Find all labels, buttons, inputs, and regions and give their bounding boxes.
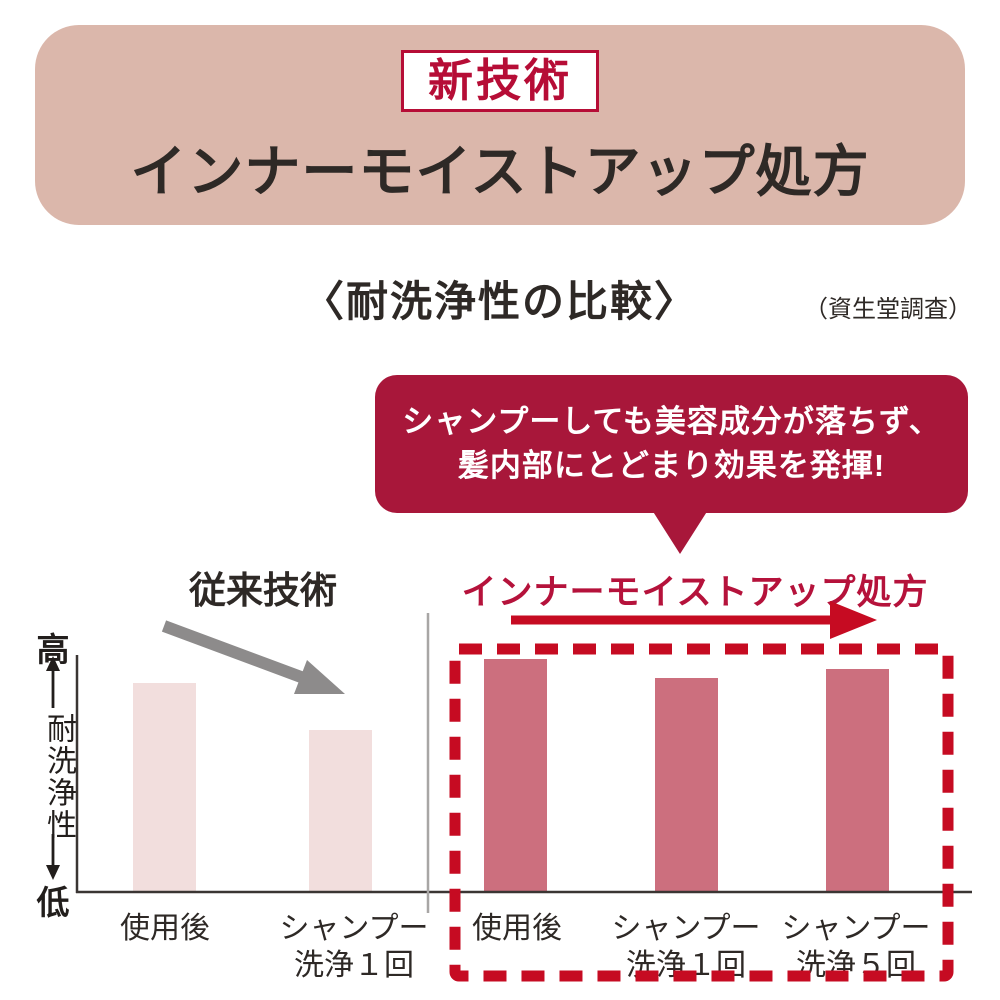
- bar-group1-item0: [483, 659, 547, 891]
- bar-category-label-line: 洗浄１回: [294, 949, 414, 982]
- bar-category-label-line: 洗浄５回: [796, 949, 916, 982]
- callout-line1: シャンプーしても美容成分が落ちず、: [402, 404, 941, 439]
- bar-category-label-line: 使用後: [120, 912, 210, 945]
- callout-line2: 髪内部にとどまり効果を発揮!: [457, 448, 886, 483]
- bar-category-label-line: シャンプー: [279, 912, 429, 945]
- callout-tail: [652, 510, 708, 554]
- banner: 新技術 インナーモイストアップ処方: [35, 25, 965, 225]
- bar-group0-item1: [308, 730, 372, 891]
- bar-group0-item0: [132, 683, 196, 891]
- bar-category-label: シャンプー洗浄５回: [756, 910, 956, 984]
- bar-group1-item1: [654, 678, 718, 891]
- bar-category-label-line: シャンプー: [781, 912, 931, 945]
- conventional-tech-label: 従来技術: [189, 570, 337, 611]
- section-heading: 〈耐洗浄性の比較〉: [301, 278, 698, 325]
- new-tech-badge: 新技術: [400, 50, 600, 112]
- y-axis-title: 耐洗浄性: [42, 713, 75, 841]
- bar-group1-item2: [825, 669, 889, 891]
- new-tech-badge-label: 新技術: [427, 55, 573, 106]
- survey-source-note: （資生堂調査）: [804, 296, 972, 323]
- callout-bubble: シャンプーしても美容成分が落ちず、 髪内部にとどまり効果を発揮!: [375, 375, 968, 513]
- bar-category-label: シャンプー洗浄１回: [254, 910, 454, 984]
- bar-category-label: 使用後: [65, 910, 265, 947]
- banner-title: インナーモイストアップ処方: [130, 140, 870, 203]
- y-axis-low-label: 低: [36, 884, 70, 921]
